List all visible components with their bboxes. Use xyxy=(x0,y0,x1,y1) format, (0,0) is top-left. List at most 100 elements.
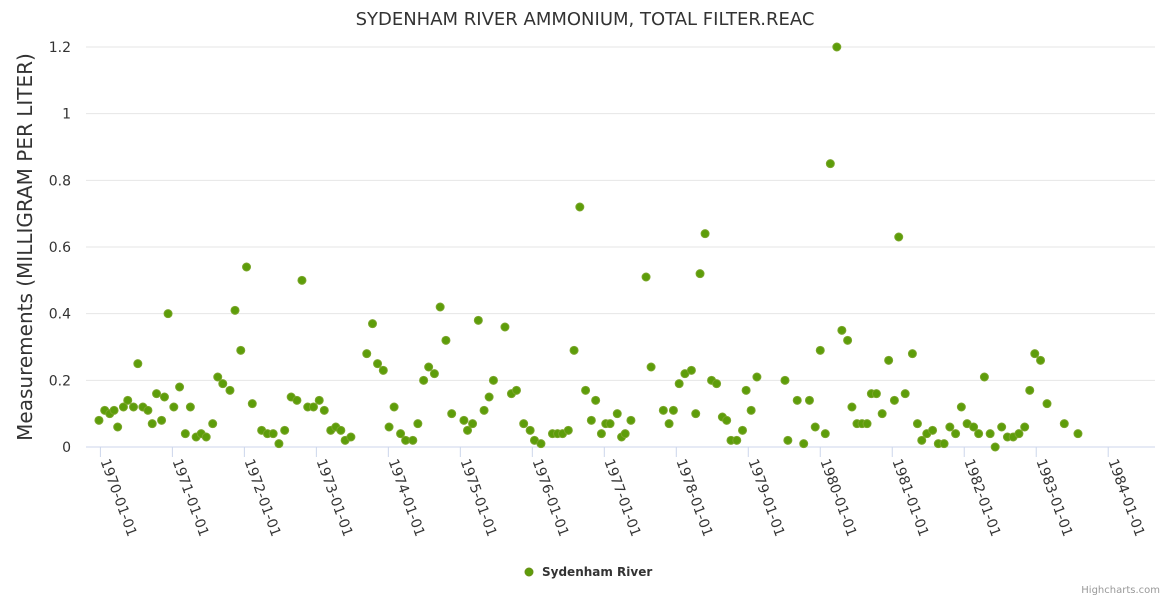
data-point xyxy=(408,435,418,445)
data-point xyxy=(319,405,329,415)
data-point xyxy=(752,372,762,382)
data-point xyxy=(907,349,917,359)
data-point xyxy=(917,435,927,445)
data-point xyxy=(236,345,246,355)
y-tick-label: 0.4 xyxy=(49,307,71,323)
data-point xyxy=(208,419,218,429)
data-point xyxy=(738,425,748,435)
data-point xyxy=(384,422,394,432)
data-point xyxy=(152,389,162,399)
data-point xyxy=(847,402,857,412)
data-point xyxy=(912,419,922,429)
data-point xyxy=(658,405,668,415)
data-point xyxy=(463,425,473,435)
data-point xyxy=(712,379,722,389)
data-point xyxy=(581,385,591,395)
data-point xyxy=(123,395,133,405)
legend-marker-icon[interactable] xyxy=(524,567,534,577)
x-tick-label: 1977-01-01 xyxy=(601,457,644,539)
data-point xyxy=(447,409,457,419)
data-point xyxy=(969,422,979,432)
data-point xyxy=(169,402,179,412)
data-point xyxy=(871,389,881,399)
x-tick-label: 1973-01-01 xyxy=(313,457,356,539)
data-point xyxy=(511,385,521,395)
x-tick-label: 1983-01-01 xyxy=(1032,457,1075,539)
data-point xyxy=(424,362,434,372)
data-point xyxy=(362,349,372,359)
data-point xyxy=(519,419,529,429)
data-point xyxy=(951,429,961,439)
y-axis-label: Measurements (MILLIGRAM PER LITER) xyxy=(13,53,37,441)
data-point xyxy=(175,382,185,392)
data-point xyxy=(441,335,451,345)
data-point xyxy=(894,232,904,242)
data-point xyxy=(268,429,278,439)
data-point xyxy=(1030,349,1040,359)
data-point xyxy=(378,365,388,375)
data-point xyxy=(479,405,489,415)
x-tick-label: 1978-01-01 xyxy=(673,457,716,539)
data-point xyxy=(837,325,847,335)
legend-item-sydenham-river[interactable]: Sydenham River xyxy=(542,565,652,579)
data-point xyxy=(722,415,732,425)
data-point xyxy=(884,355,894,365)
data-point xyxy=(1020,422,1030,432)
data-point xyxy=(664,419,674,429)
data-point xyxy=(109,405,119,415)
x-tick-label: 1971-01-01 xyxy=(169,457,212,539)
data-point xyxy=(997,422,1007,432)
data-point xyxy=(732,435,742,445)
x-tick-label: 1970-01-01 xyxy=(97,457,140,539)
credits-link[interactable]: Highcharts.com xyxy=(1081,585,1160,596)
y-tick-label: 0.2 xyxy=(49,373,71,389)
x-tick-label: 1974-01-01 xyxy=(385,457,428,539)
data-point xyxy=(985,429,995,439)
data-point xyxy=(157,415,167,425)
data-point xyxy=(626,415,636,425)
data-point xyxy=(159,392,169,402)
data-point xyxy=(575,202,585,212)
data-point xyxy=(484,392,494,402)
data-point xyxy=(368,319,378,329)
data-point xyxy=(990,442,1000,452)
data-points xyxy=(94,42,1083,452)
data-point xyxy=(1014,429,1024,439)
data-point xyxy=(641,272,651,282)
y-tick-label: 0.6 xyxy=(49,240,71,256)
data-point xyxy=(435,302,445,312)
data-point xyxy=(280,425,290,435)
data-point xyxy=(230,305,240,315)
grid-lines xyxy=(86,46,1155,381)
data-point xyxy=(741,385,751,395)
data-point xyxy=(605,419,615,429)
data-point xyxy=(473,315,483,325)
data-point xyxy=(596,429,606,439)
data-point xyxy=(292,395,302,405)
data-point xyxy=(143,405,153,415)
data-point xyxy=(612,409,622,419)
data-point xyxy=(536,439,546,449)
data-point xyxy=(700,229,710,239)
data-point xyxy=(820,429,830,439)
data-point xyxy=(586,415,596,425)
data-point xyxy=(674,379,684,389)
data-point xyxy=(1042,399,1052,409)
data-point xyxy=(274,439,284,449)
data-point xyxy=(815,345,825,355)
data-point xyxy=(668,405,678,415)
data-point xyxy=(646,362,656,372)
x-tick-label: 1981-01-01 xyxy=(888,457,931,539)
data-point xyxy=(163,309,173,319)
data-point xyxy=(429,369,439,379)
data-point xyxy=(1059,419,1069,429)
legend[interactable]: Sydenham River xyxy=(524,565,652,579)
data-point xyxy=(314,395,324,405)
data-point xyxy=(113,422,123,432)
y-tick-label: 0 xyxy=(62,440,71,456)
data-point xyxy=(810,422,820,432)
x-tick-label: 1979-01-01 xyxy=(745,457,788,539)
data-point xyxy=(569,345,579,355)
data-point xyxy=(389,402,399,412)
